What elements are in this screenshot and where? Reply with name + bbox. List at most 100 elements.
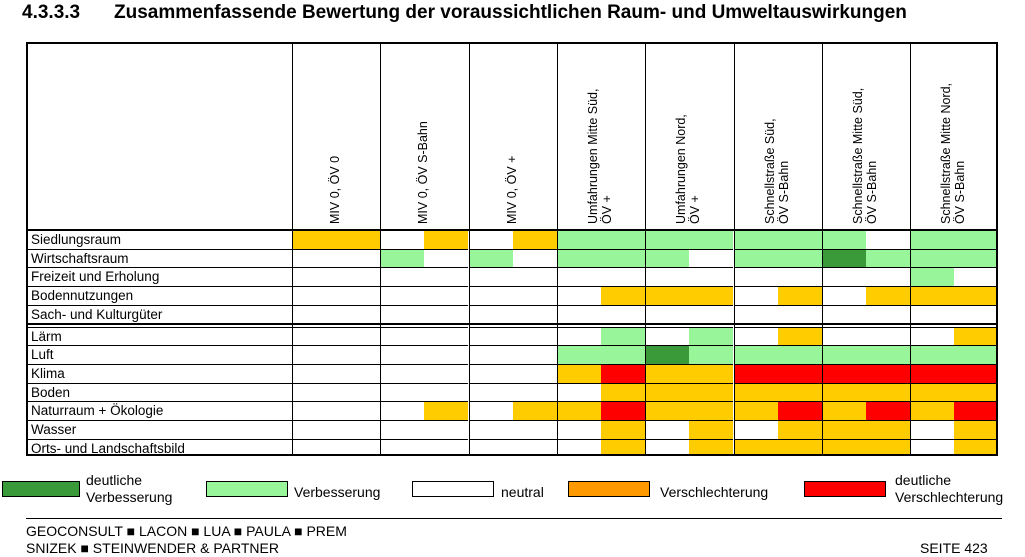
rating-cell — [822, 230, 866, 249]
rating-cell — [424, 326, 468, 346]
column-divider — [910, 44, 911, 454]
rating-cell — [469, 267, 513, 287]
rating-cell — [954, 326, 996, 346]
column-divider — [380, 44, 381, 454]
rating-cell — [336, 304, 380, 324]
column-divider — [557, 44, 558, 454]
rating-cell — [910, 345, 954, 364]
rating-cell — [601, 326, 645, 346]
rating-cell — [424, 363, 468, 383]
rating-cell — [380, 286, 424, 305]
rating-cell — [910, 420, 954, 439]
rating-cell — [866, 382, 910, 402]
legend-swatch — [568, 481, 650, 497]
row-label: Siedlungsraum — [28, 230, 292, 248]
rating-cell — [513, 345, 557, 364]
rating-cell — [336, 286, 380, 305]
rating-cell — [469, 286, 513, 305]
rating-cell — [734, 248, 778, 268]
rating-cell — [380, 382, 424, 402]
rating-cell — [424, 304, 468, 324]
rating-cell — [645, 363, 689, 383]
rating-cell — [601, 304, 645, 324]
rating-cell — [469, 326, 513, 346]
column-divider — [822, 44, 823, 454]
rating-cell — [469, 438, 513, 454]
legend-label: Verschlechterung — [660, 484, 769, 500]
rating-cell — [601, 363, 645, 383]
rating-cell — [469, 345, 513, 364]
rating-cell — [292, 438, 336, 454]
rating-cell — [910, 286, 954, 305]
rating-cell — [734, 304, 778, 324]
rating-cell — [954, 401, 996, 420]
rating-cell — [689, 363, 733, 383]
rating-cell — [292, 382, 336, 402]
rating-cell — [292, 363, 336, 383]
rating-cell — [866, 420, 910, 439]
rating-cell — [778, 382, 822, 402]
rating-cell — [734, 345, 778, 364]
section-title: 4.3.3.3 Zusammenfassende Bewertung der vo… — [22, 0, 907, 26]
row-label: Freizeit und Erholung — [28, 267, 292, 285]
footer-page-number: SEITE 423 — [920, 540, 988, 556]
rating-cell — [645, 401, 689, 420]
column-header-label: MIV 0, ÖV + — [505, 155, 519, 224]
rating-cell — [645, 420, 689, 439]
rating-cell — [469, 420, 513, 439]
rating-cell — [689, 382, 733, 402]
rating-cell — [424, 230, 468, 249]
legend-label: deutliche Verschlechterung — [895, 472, 1004, 505]
legend-swatch — [206, 481, 288, 497]
rating-cell — [292, 230, 336, 249]
footer-divider — [26, 518, 1002, 519]
rating-cell — [380, 230, 424, 249]
rating-cell — [734, 363, 778, 383]
column-divider — [469, 44, 470, 454]
rating-cell — [336, 267, 380, 287]
legend-swatch — [2, 481, 80, 497]
rating-cell — [513, 363, 557, 383]
rating-cell — [954, 345, 996, 364]
rating-cell — [513, 420, 557, 439]
column-header-label: MIV 0, ÖV 0 — [328, 155, 342, 224]
rating-cell — [689, 326, 733, 346]
rating-cell — [557, 304, 601, 324]
rating-cell — [910, 248, 954, 268]
rating-cell — [822, 363, 866, 383]
rating-cell — [910, 401, 954, 420]
rating-cell — [601, 401, 645, 420]
rating-cell — [469, 401, 513, 420]
rating-cell — [645, 230, 689, 249]
column-header-label: ÖV + — [688, 195, 702, 224]
rating-cell — [513, 438, 557, 454]
column-header: Umfahrungen Mitte Süd, ÖV + — [557, 44, 645, 230]
rating-cell — [336, 438, 380, 454]
rating-cell — [513, 267, 557, 287]
rating-cell — [954, 286, 996, 305]
rating-cell — [866, 326, 910, 346]
rating-cell — [689, 304, 733, 324]
row-label: Boden — [28, 382, 292, 401]
section-number: 4.3.3.3 — [22, 2, 81, 23]
legend-swatch — [412, 481, 494, 497]
rating-cell — [292, 401, 336, 420]
rating-cell — [557, 345, 601, 364]
rating-cell — [778, 230, 822, 249]
rating-cell — [645, 438, 689, 454]
rating-cell — [557, 230, 601, 249]
rating-cell — [866, 267, 910, 287]
column-header: Schnellstraße Süd, ÖV S-Bahn — [734, 44, 822, 230]
row-label: Luft — [28, 345, 292, 363]
rating-cell — [689, 401, 733, 420]
rating-cell — [910, 230, 954, 249]
rating-cell — [910, 304, 954, 324]
rating-cell — [689, 345, 733, 364]
rating-cell — [380, 267, 424, 287]
rating-cell — [469, 248, 513, 268]
rating-cell — [954, 363, 996, 383]
legend: deutliche Verbesserung Verbesserung neutral… — [0, 472, 1025, 514]
rating-cell — [822, 304, 866, 324]
rating-cell — [513, 286, 557, 305]
rating-cell — [954, 382, 996, 402]
